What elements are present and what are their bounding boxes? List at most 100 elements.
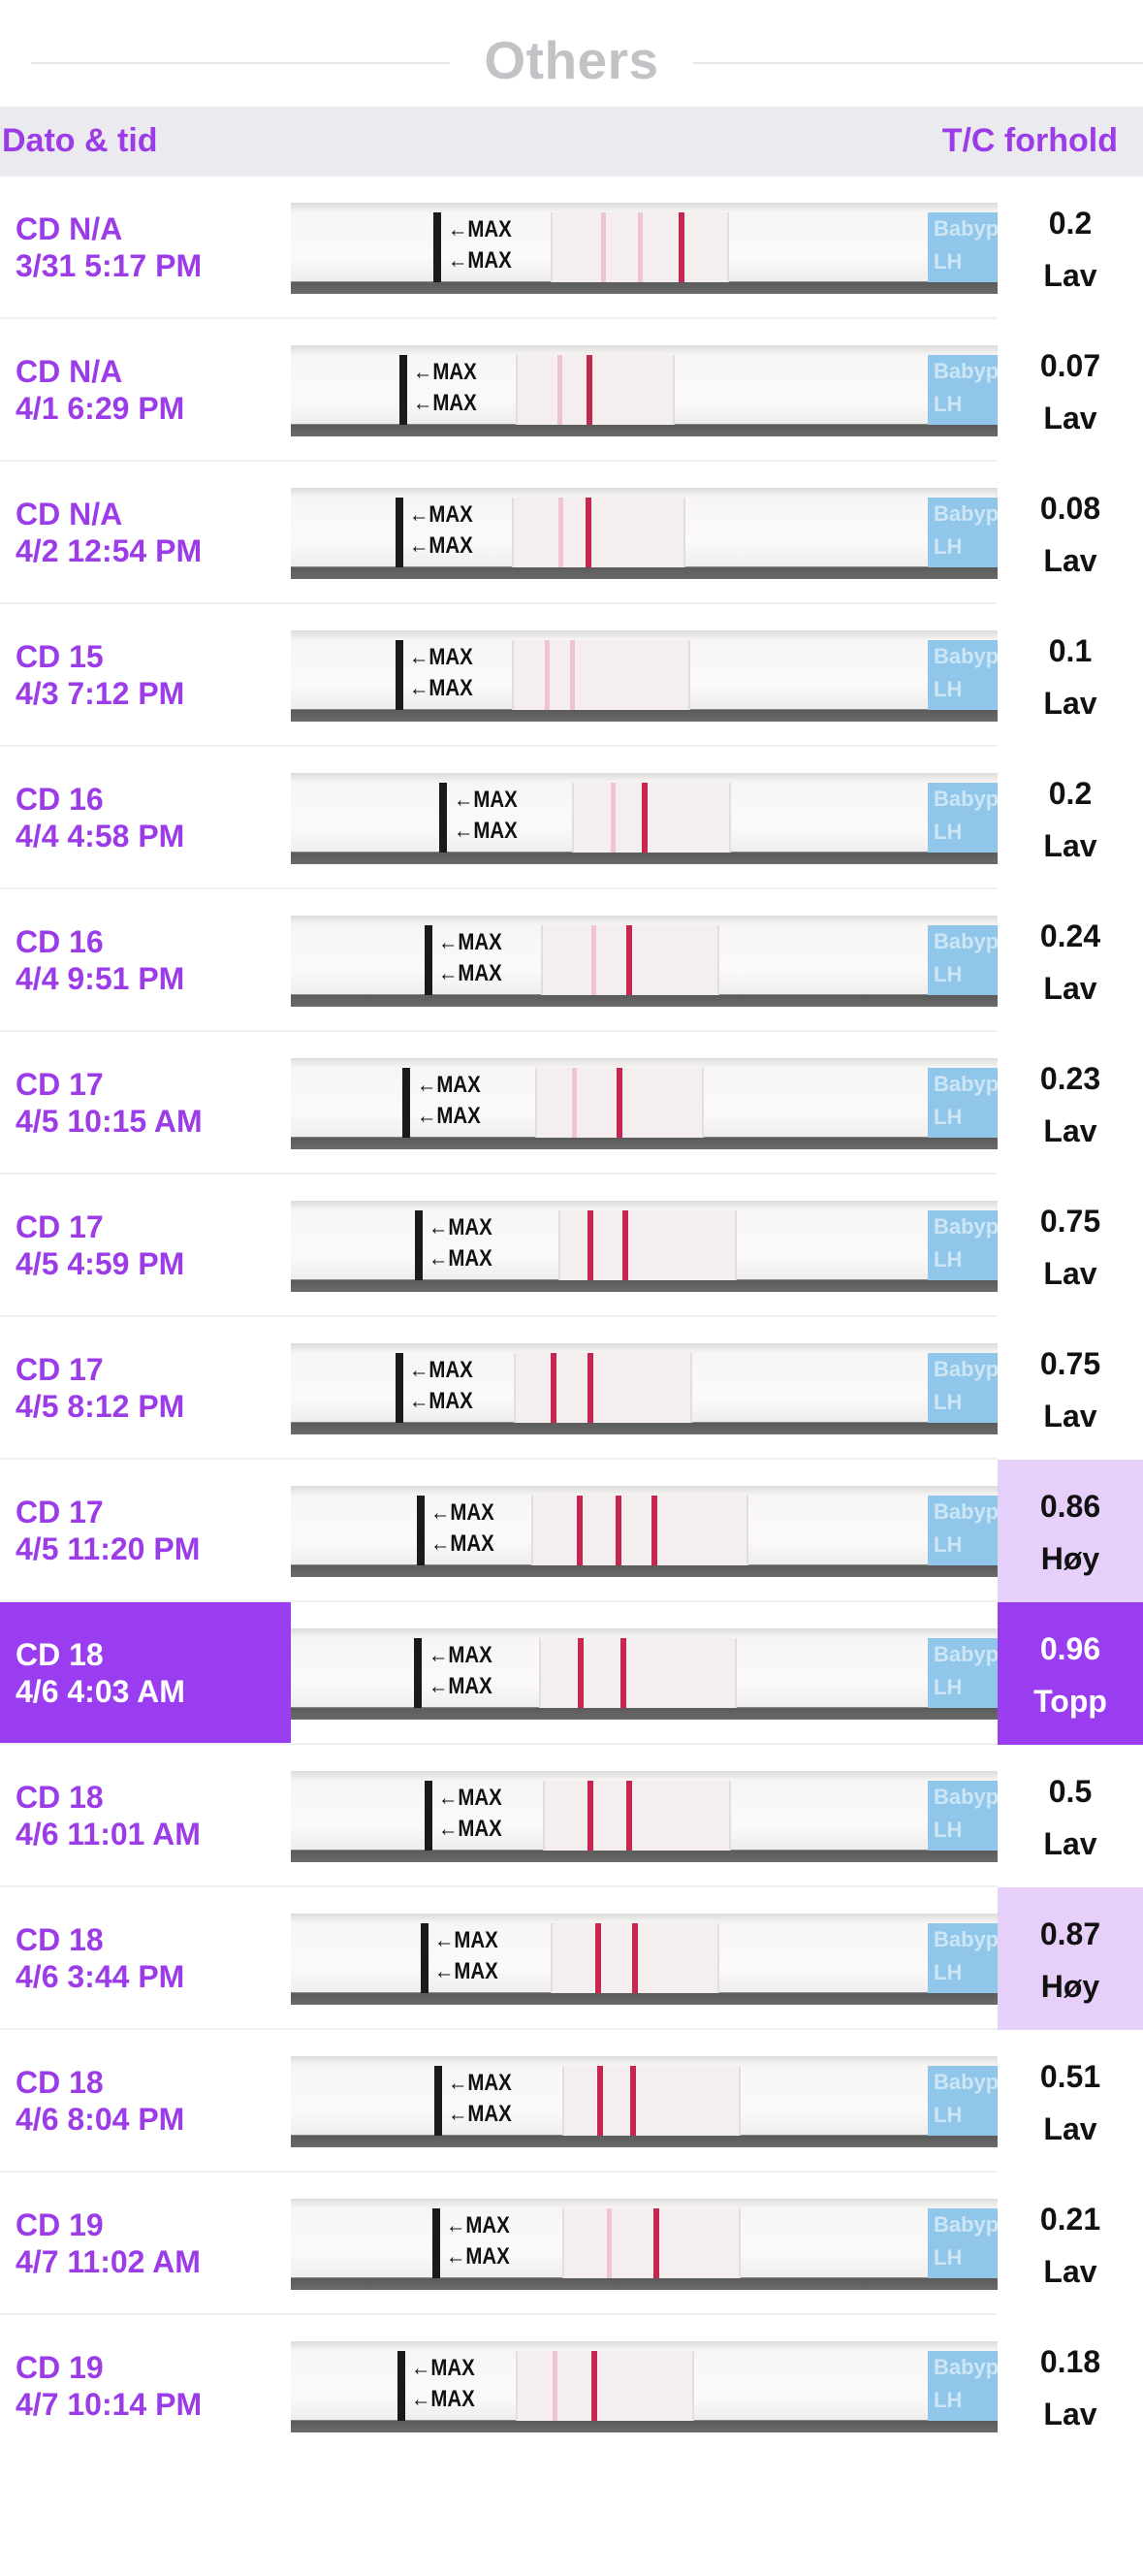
tc-ratio-cell: 0.08 Lav [998,462,1143,604]
test-row[interactable]: CD N/A3/31 5:17 PM←MAX←MAXBabyplan LH0.2… [0,177,1143,319]
test-strip-photo[interactable]: ←MAX ←MAX Babyplan LH [291,203,998,294]
test-row[interactable]: CD 194/7 10:14 PM←MAX←MAXBabyplan LH0.18… [0,2315,1143,2458]
timestamp-label: 4/2 12:54 PM [16,533,203,568]
level-label: Høy [1040,1969,1100,2004]
test-line-faint [570,640,575,710]
tc-ratio-cell: 0.75 Lav [998,1317,1143,1460]
divider-left [31,62,450,64]
strip-brand-logo: Babyplan LH [928,783,998,853]
level-label: Lav [1043,2254,1097,2289]
test-line [653,2208,659,2278]
cycle-day-label: CD N/A [16,354,123,389]
strip-max-marker: ←MAX [434,1927,498,1953]
test-row[interactable]: CD 174/5 8:12 PM ←MAX ←MAX Babyplan LH 0.75 L… [0,1317,1143,1460]
strip-max-marker: ←MAX [417,1103,481,1129]
date-time-cell: CD 16 4/4 9:51 PM [0,889,291,1032]
date-time-cell: CD 17 4/5 4:59 PM [0,1175,291,1317]
strip-result-window [512,640,690,710]
test-row[interactable]: CD 194/7 11:02 AM←MAX←MAXBabyplan LH0.21… [0,2173,1143,2315]
timestamp-label: 4/3 7:12 PM [16,676,185,711]
test-row[interactable]: CD N/A4/2 12:54 PM←MAX←MAXBabyplan LH0.0… [0,462,1143,604]
strip-brand-logo: Babyplan LH [928,1210,998,1280]
strip-result-window [539,1638,737,1708]
strip-brand-logo: Babyplan LH [928,2351,998,2421]
test-row[interactable]: CD N/A4/1 6:29 PM←MAX←MAXBabyplan LH0.07… [0,319,1143,462]
tc-ratio-value: 0.2 [1048,776,1093,811]
strip-max-line [433,212,441,282]
strip-max-marker: ←MAX [409,1388,473,1414]
test-row[interactable]: CD 184/6 3:44 PM ←MAX ←MAX Babyplan LH 0.87 H… [0,1887,1143,2030]
tc-ratio-cell: 0.87 Høy [998,1887,1143,2030]
test-strip-photo[interactable]: ←MAX ←MAX Babyplan LH [291,1914,998,2005]
tc-ratio-cell: 0.1 Lav [998,604,1143,747]
test-strip-photo[interactable]: ←MAX ←MAX Babyplan LH [291,1486,998,1577]
test-line [642,783,648,853]
level-label: Lav [1043,1826,1097,1861]
test-line-faint [558,498,563,567]
test-line [587,1781,593,1851]
strip-max-marker: ←MAX [438,960,502,986]
test-line-faint [545,640,550,710]
date-time-cell: CD 19 4/7 11:02 AM [0,2173,291,2315]
test-strip-photo[interactable]: ←MAX ←MAX Babyplan LH [291,2056,998,2147]
date-time-cell: CD 17 4/5 8:12 PM [0,1317,291,1460]
strip-max-line [402,1068,410,1138]
strip-max-marker: ←MAX [448,216,512,242]
test-strip-photo[interactable]: ←MAX ←MAX Babyplan LH [291,2199,998,2290]
test-strip-photo[interactable]: ←MAX ←MAX Babyplan LH [291,1201,998,1292]
strip-max-marker: ←MAX [413,359,477,385]
date-time-cell: CD 15 4/3 7:12 PM [0,604,291,747]
strip-brand-logo: Babyplan LH [928,355,998,425]
date-time-cell: CD N/A 3/31 5:17 PM [0,177,291,319]
test-row[interactable]: CD 174/5 4:59 PM ←MAX ←MAX Babyplan LH 0.75 L… [0,1175,1143,1317]
test-line [626,925,632,995]
timestamp-label: 4/6 4:03 AM [16,1674,185,1709]
test-row[interactable]: CD 164/4 9:51 PM ←MAX ←MAX Babyplan LH 0.24 L… [0,889,1143,1032]
tc-ratio-cell: 0.2 Lav [998,747,1143,889]
test-row[interactable]: CD 174/5 10:15 AM←MAX←MAXBabyplan LH0.23… [0,1032,1143,1175]
test-row[interactable]: CD 164/4 4:58 PM ←MAX ←MAX Babyplan LH 0.2 La… [0,747,1143,889]
strip-max-marker: ←MAX [429,1214,492,1240]
test-strip-photo[interactable]: ←MAX ←MAX Babyplan LH [291,773,998,864]
test-strip-photo[interactable]: ←MAX ←MAX Babyplan LH [291,1628,998,1720]
tc-ratio-value: 0.51 [1039,2059,1101,2094]
test-line [632,1923,638,1993]
strip-max-marker: ←MAX [409,1357,473,1383]
test-strip-photo[interactable]: ←MAX ←MAX Babyplan LH [291,1343,998,1434]
test-strip-photo[interactable]: ←MAX ←MAX Babyplan LH [291,1058,998,1149]
cycle-day-label: CD 17 [16,1067,104,1102]
strip-max-line [434,2066,442,2136]
strip-result-window [514,1353,692,1423]
cycle-day-label: CD 17 [16,1352,104,1387]
strip-brand-logo: Babyplan LH [928,640,998,710]
strip-max-line [396,640,403,710]
strip-brand-logo: Babyplan LH [928,2208,998,2278]
tc-ratio-cell: 0.51 Lav [998,2030,1143,2173]
strip-result-window [562,2208,741,2278]
test-line [626,1781,632,1851]
test-strip-photo[interactable]: ←MAX ←MAX Babyplan LH [291,2341,998,2432]
test-row[interactable]: CD 184/6 11:01 AM ←MAX ←MAX Babyplan LH 0.5 L… [0,1745,1143,1887]
test-strip-photo[interactable]: ←MAX ←MAX Babyplan LH [291,1771,998,1862]
tc-ratio-cell: 0.2 Lav [998,177,1143,319]
tc-ratio-cell: 0.24 Lav [998,889,1143,1032]
strip-max-marker: ←MAX [454,818,518,844]
strip-result-window [512,498,685,567]
strip-brand-logo: Babyplan LH [928,925,998,995]
test-strip-photo[interactable]: ←MAX ←MAX Babyplan LH [291,630,998,722]
strip-max-line [414,1638,422,1708]
cycle-day-label: CD 15 [16,639,104,674]
strip-max-marker: ←MAX [448,247,512,274]
test-strip-photo[interactable]: ←MAX ←MAX Babyplan LH [291,345,998,436]
test-line [591,2351,597,2421]
test-line-faint [611,783,616,853]
test-line [586,498,591,567]
test-row[interactable]: CD 184/6 4:03 AM ←MAX ←MAX Babyplan LH 0.96 T… [0,1602,1143,1745]
test-strip-photo[interactable]: ←MAX ←MAX Babyplan LH [291,488,998,579]
test-row[interactable]: CD 174/5 11:20 PM←MAX←MAXBabyplan LH0.86… [0,1460,1143,1602]
timestamp-label: 4/5 8:12 PM [16,1389,185,1424]
test-strip-photo[interactable]: ←MAX ←MAX Babyplan LH [291,916,998,1007]
test-line [577,1496,583,1565]
test-row[interactable]: CD 184/6 8:04 PM ←MAX ←MAX Babyplan LH 0.51 L… [0,2030,1143,2173]
test-row[interactable]: CD 154/3 7:12 PM ←MAX ←MAX Babyplan LH 0.1 La… [0,604,1143,747]
